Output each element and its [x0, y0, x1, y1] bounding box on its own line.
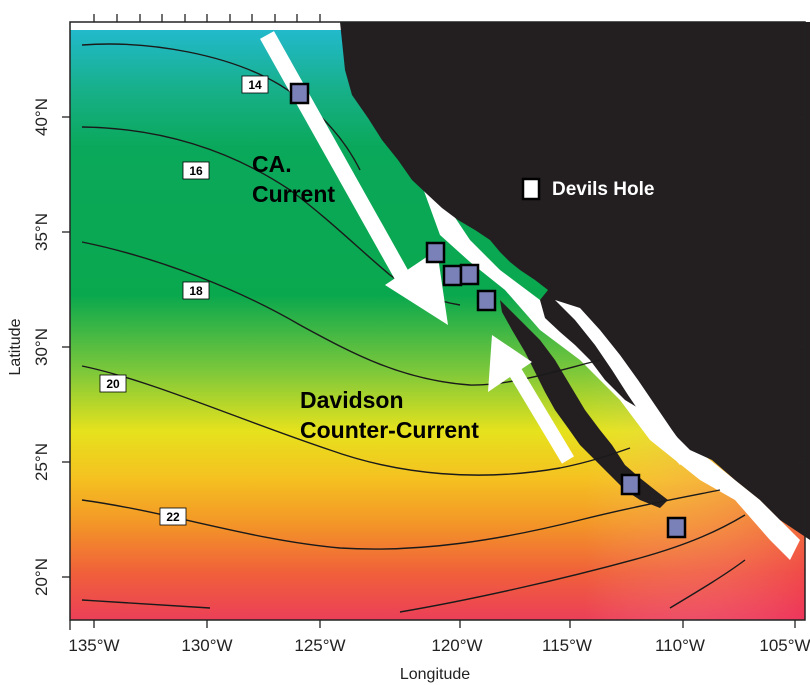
gulf-of-california — [555, 300, 690, 465]
x-tick-115w: 115°W — [542, 636, 592, 655]
contour-24 — [81, 599, 211, 609]
coastal-no-data — [395, 150, 800, 560]
ca-current-label-line1: CA. — [252, 151, 292, 177]
svg-text:20: 20 — [106, 377, 120, 391]
svg-text:22: 22 — [166, 510, 180, 524]
site-marker-33n-b — [459, 263, 480, 286]
x-tick-110w: 110°W — [655, 636, 705, 655]
site-marker-41n — [289, 82, 310, 105]
svg-text:16: 16 — [189, 164, 203, 178]
site-marker-33n-a — [442, 264, 463, 287]
davidson-current-arrow — [488, 335, 575, 464]
contour-label-20: 20 — [99, 374, 127, 393]
site-marker-32n — [476, 289, 497, 312]
site-markers — [289, 82, 687, 539]
x-axis-title: Longitude — [400, 666, 470, 683]
baja-peninsula — [500, 300, 668, 508]
contour-22 — [81, 489, 721, 550]
x-tick-135w: 135°W — [68, 636, 119, 655]
x-tick-125w: 125°W — [294, 636, 345, 655]
devils-hole-marker — [521, 177, 541, 201]
contour-14 — [81, 43, 361, 171]
x-tick-120w: 120°W — [431, 636, 482, 655]
frame-ticks — [62, 14, 805, 630]
site-marker-24n — [620, 473, 641, 496]
site-marker-22n — [666, 516, 687, 539]
devils-hole-label: Devils Hole — [552, 179, 654, 200]
x-tick-105w: 105°W — [759, 636, 810, 655]
y-tick-40n: 40°N — [32, 98, 51, 136]
site-marker-34n — [425, 241, 446, 264]
ca-current-label-line2: Current — [252, 181, 335, 207]
y-axis-title: Latitude — [7, 318, 24, 375]
land-mass — [340, 22, 810, 540]
y-tick-35n: 35°N — [32, 213, 51, 251]
contour-label-18: 18 — [182, 281, 210, 300]
davidson-label-line1: Davidson — [300, 387, 404, 413]
contour-label-16: 16 — [182, 161, 210, 180]
svg-text:18: 18 — [189, 284, 203, 298]
x-tick-130w: 130°W — [181, 636, 232, 655]
y-tick-25n: 25°N — [32, 443, 51, 481]
contour-24b — [399, 514, 746, 613]
contour-label-22: 22 — [159, 507, 187, 526]
y-tick-20n: 20°N — [32, 558, 51, 596]
davidson-label-line2: Counter-Current — [300, 417, 479, 443]
contour-label-14: 14 — [241, 75, 269, 94]
contour-20 — [81, 365, 631, 476]
svg-text:14: 14 — [248, 78, 262, 92]
y-tick-30n: 30°N — [32, 328, 51, 366]
ca-current-arrow — [260, 31, 448, 325]
contour-lines — [81, 43, 746, 613]
contour-26 — [669, 559, 746, 609]
map-frame — [69, 21, 806, 621]
